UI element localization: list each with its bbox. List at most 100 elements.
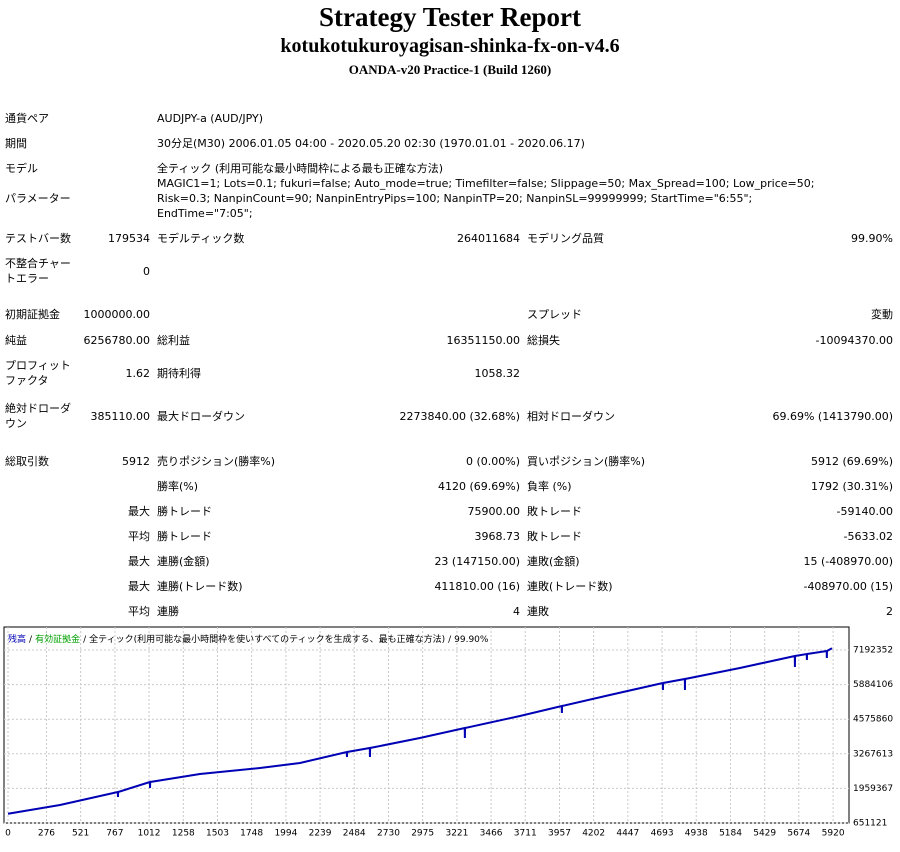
x-tick-label: 3711 bbox=[514, 829, 537, 839]
field-value: 23 (147150.00) bbox=[434, 554, 520, 568]
y-tick-label: 4575860 bbox=[853, 715, 893, 725]
field-value: 平均 bbox=[128, 604, 150, 618]
x-tick-label: 521 bbox=[72, 829, 89, 839]
field-value: 5912 (69.69%) bbox=[810, 454, 893, 468]
summary-row: テストバー数 179534 モデルティック数 264011684 モデリング品質 99.9… bbox=[0, 228, 900, 248]
field-value: 6256780.00 bbox=[83, 333, 150, 347]
x-tick-label: 4202 bbox=[582, 829, 605, 839]
summary-row: プロフィットファクタ 1.62 期待利得 1058.32 bbox=[0, 356, 900, 390]
field-label: スプレッド bbox=[527, 307, 582, 321]
y-tick-label: 1959367 bbox=[853, 784, 893, 794]
field-value: 99.90% bbox=[851, 231, 893, 245]
field-value: 15 (-408970.00) bbox=[803, 554, 893, 568]
x-tick-label: 2484 bbox=[343, 829, 366, 839]
server-info: OANDA-v20 Practice-1 (Build 1260) bbox=[348, 62, 552, 77]
field-label: 最大ドローダウン bbox=[157, 409, 245, 423]
field-value: 4 bbox=[513, 604, 520, 618]
field-label: 連敗 bbox=[527, 604, 549, 618]
y-tick-label: 651121 bbox=[853, 819, 887, 829]
legend-equity: 有効証拠金 bbox=[35, 633, 80, 645]
field-label: 敗トレード bbox=[527, 529, 582, 543]
x-tick-label: 2730 bbox=[377, 829, 400, 839]
field-value: -59140.00 bbox=[836, 504, 893, 518]
field-value: 1.62 bbox=[125, 366, 151, 380]
summary-row: 初期証拠金 1000000.00 スプレッド 変動 bbox=[0, 304, 900, 324]
summary-row: 純益 6256780.00 総利益 16351150.00 総損失 -10094370.0… bbox=[0, 330, 900, 350]
x-tick-label: 276 bbox=[38, 829, 55, 839]
field-value: 75900.00 bbox=[467, 504, 521, 518]
summary-row: 平均 勝トレード 3968.73 敗トレード -5633.02 bbox=[0, 526, 900, 546]
x-tick-label: 5920 bbox=[822, 829, 845, 839]
field-label: 連勝 bbox=[157, 604, 179, 618]
summary-row: 最大 連勝(金額) 23 (147150.00) 連敗(金額) 15 (-408970.… bbox=[0, 551, 900, 571]
summary-row: 平均 連勝 4 連敗 2 bbox=[0, 601, 900, 621]
x-tick-label: 3957 bbox=[548, 829, 571, 839]
expert-name: kotukotukuroyagisan-shinka-fx-on-v4.6 bbox=[280, 35, 620, 57]
field-label: 総損失 bbox=[527, 333, 560, 347]
y-tick-label: 3267613 bbox=[853, 749, 893, 759]
plot-frame bbox=[3, 626, 850, 824]
legend-separator: / bbox=[83, 635, 87, 645]
field-value: 最大 bbox=[128, 579, 150, 593]
field-label: 連勝(金額) bbox=[157, 554, 210, 568]
x-tick-label: 1503 bbox=[206, 829, 229, 839]
field-label: 絶対ドローダウン bbox=[5, 402, 71, 430]
field-label: 不整合チャートエラー bbox=[5, 257, 71, 285]
field-value: 0 (0.00%) bbox=[465, 454, 520, 468]
field-label: 負率 (%) bbox=[527, 479, 572, 493]
legend: 残高 / 有効証拠金 / 全ティック(利用可能な最小時間枠を使いすべてのティックを生成す… bbox=[8, 633, 489, 645]
balance-line bbox=[7, 647, 833, 815]
field-value: AUDJPY-a (AUD/JPY) bbox=[157, 111, 263, 125]
field-value: 1058.32 bbox=[474, 366, 521, 380]
field-value: MAGIC1=1; Lots=0.1; fukuri=false; Auto_m… bbox=[157, 176, 815, 220]
x-tick-label: 0 bbox=[5, 829, 11, 839]
field-value: 179534 bbox=[108, 231, 150, 245]
field-label: モデルティック数 bbox=[157, 231, 245, 245]
field-label: 期待利得 bbox=[157, 366, 201, 380]
field-label: 敗トレード bbox=[527, 504, 582, 518]
field-value: -10094370.00 bbox=[815, 333, 893, 347]
field-value: 3968.73 bbox=[474, 529, 521, 543]
field-value: 264011684 bbox=[457, 231, 520, 245]
field-label: 勝トレード bbox=[157, 504, 212, 518]
report-title: Strategy Tester Report bbox=[319, 2, 581, 32]
summary-row: 勝率(%) 4120 (69.69%) 負率 (%) 1792 (30.31%) bbox=[0, 476, 900, 496]
field-label: 通貨ペア bbox=[5, 111, 49, 125]
legend-balance: 残高 bbox=[8, 633, 26, 645]
field-label: 勝率(%) bbox=[157, 479, 199, 493]
x-tick-label: 4938 bbox=[685, 829, 708, 839]
field-label: 買いポジション(勝率%) bbox=[527, 454, 646, 468]
field-value: -408970.00 (15) bbox=[803, 579, 893, 593]
field-label: 連敗(トレード数) bbox=[527, 579, 613, 593]
legend-quality: 99.90% bbox=[454, 635, 489, 645]
summary-row: パラメーター MAGIC1=1; Lots=0.1; fukuri=false; … bbox=[0, 176, 900, 220]
summary-row: 最大 勝トレード 75900.00 敗トレード -59140.00 bbox=[0, 501, 900, 521]
legend-separator: / bbox=[29, 635, 33, 645]
legend-separator: / bbox=[448, 635, 452, 645]
field-value: 385110.00 bbox=[90, 409, 151, 423]
field-label: テストバー数 bbox=[5, 231, 71, 245]
field-value: 最大 bbox=[128, 554, 150, 568]
field-value: 最大 bbox=[128, 504, 150, 518]
summary-row: 不整合チャートエラー 0 bbox=[0, 254, 900, 288]
x-tick-label: 4447 bbox=[616, 829, 639, 839]
summary-row: 絶対ドローダウン 385110.00 最大ドローダウン 2273840.00 (32.… bbox=[0, 399, 900, 433]
field-label: 初期証拠金 bbox=[5, 307, 60, 321]
summary-row: 期間 30分足(M30) 2006.01.05 04:00 - 2020.05.2… bbox=[0, 133, 900, 153]
summary-row: 総取引数 5912 売りポジション(勝率%) 0 (0.00%) 買いポジション(勝率%… bbox=[0, 451, 900, 471]
x-tick-label: 2239 bbox=[309, 829, 332, 839]
balance-chart: 651121 1959367 3267613 4575860 5884106 719235… bbox=[3, 626, 893, 839]
field-label: パラメーター bbox=[5, 191, 71, 205]
x-tick-label: 5674 bbox=[787, 829, 810, 839]
field-value: 411810.00 (16) bbox=[434, 579, 520, 593]
x-tick-label: 4693 bbox=[651, 829, 674, 839]
field-value: 平均 bbox=[128, 529, 150, 543]
x-tick-label: 1258 bbox=[172, 829, 195, 839]
field-label: 勝トレード bbox=[157, 529, 212, 543]
field-value: 2 bbox=[886, 604, 893, 618]
x-tick-label: 3466 bbox=[480, 829, 503, 839]
x-tick-label: 1748 bbox=[240, 829, 263, 839]
field-label: 売りポジション(勝率%) bbox=[157, 454, 276, 468]
field-value: 2273840.00 (32.68%) bbox=[399, 409, 520, 423]
